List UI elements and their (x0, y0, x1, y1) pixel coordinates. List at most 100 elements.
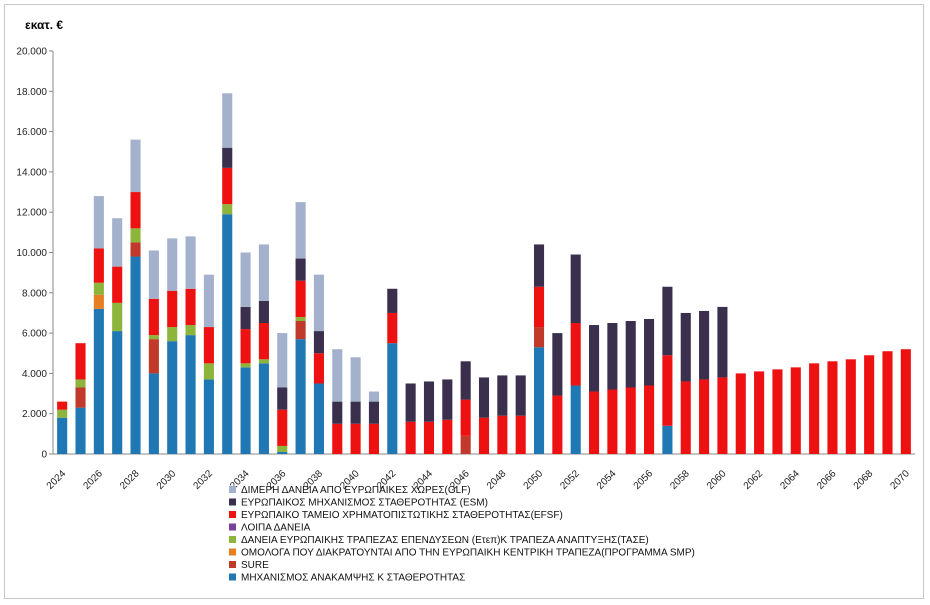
bar-segment (112, 218, 123, 267)
legend-swatch (229, 486, 236, 493)
bar-segment (423, 381, 435, 422)
bar-segment (148, 339, 159, 374)
bar-segment (130, 139, 141, 193)
y-tick-label: 0 (41, 450, 47, 461)
bar-segment (185, 288, 196, 326)
bar-segment (295, 316, 306, 322)
bar-segment (240, 306, 251, 330)
bar-segment (313, 331, 324, 354)
bar-segment (662, 425, 673, 454)
bar-segment (442, 379, 453, 420)
bar-segment (533, 244, 545, 287)
bar-segment (277, 333, 288, 388)
bar-segment (130, 256, 141, 454)
bar-segment (93, 294, 104, 309)
bar-segment (258, 359, 269, 364)
legend-swatch (229, 561, 236, 568)
legend-swatch (229, 536, 236, 543)
x-tick-label: 2032 (192, 468, 216, 492)
bar-segment (533, 286, 545, 328)
bar-segment (75, 379, 86, 388)
bar-segment (460, 435, 471, 454)
bar-segment (203, 379, 214, 454)
x-tick-label: 2070 (888, 468, 912, 492)
bar-segment (772, 369, 783, 454)
bar-segment (478, 377, 490, 418)
bar-segment (277, 451, 288, 454)
x-tick-label: 2068 (852, 468, 876, 492)
x-tick-label: 2060 (705, 468, 729, 492)
legend: ΔΙΜΕΡΗ ΔΑΝΕΙΑ ΑΠΟ ΕΥΡΩΠΑΙΚΕΣ ΧΩΡΕΣ(GLF) Ε… (229, 485, 695, 584)
bar-segment (57, 417, 68, 454)
bar-segment (864, 355, 875, 454)
bar-segment (717, 306, 728, 378)
stacked-bar-chart: εκατ. € 0 2.000 4.000 6.000 8.000 10.000 12.00… (16, 18, 915, 584)
x-tick-label: 2054 (595, 468, 619, 492)
bar-segment (295, 321, 306, 340)
bar-segment (240, 252, 251, 307)
bar-segment (295, 258, 306, 281)
y-tick-label: 6.000 (22, 329, 47, 340)
bar-segment (368, 423, 379, 454)
bar-segment (167, 290, 178, 328)
bar-segment (882, 351, 893, 454)
y-tick-label: 2.000 (22, 409, 47, 420)
bar-segment (203, 327, 214, 364)
bar-segment (515, 415, 526, 454)
bar-segment (368, 391, 379, 402)
bar-segment (130, 242, 141, 257)
bar-segment (295, 280, 306, 317)
bar-segment (387, 343, 398, 454)
bar-segment (570, 254, 581, 324)
chart-frame: εκατ. € 0 2.000 4.000 6.000 8.000 10.000 12.00… (4, 4, 924, 599)
x-tick-label: 2062 (742, 468, 766, 492)
x-tick-label: 2030 (155, 468, 179, 492)
bar-segment (313, 353, 324, 384)
bar-segment (368, 401, 379, 424)
bar-segment (350, 423, 361, 454)
bar-segment (222, 93, 233, 148)
bar-segment (827, 361, 838, 454)
bar-segment (112, 331, 123, 454)
bar-segment (478, 417, 490, 454)
x-tick-label: 2026 (81, 468, 105, 492)
y-tick-label: 16.000 (16, 127, 47, 138)
bar-segment (313, 274, 324, 332)
bar-segment (790, 367, 801, 454)
bar-segment (607, 323, 618, 390)
legend-label: ΔΙΜΕΡΗ ΔΑΝΕΙΑ ΑΠΟ ΕΥΡΩΠΑΙΚΕΣ ΧΩΡΕΣ(GLF) (241, 485, 471, 496)
bar-segment (900, 349, 911, 454)
bar-segment (845, 359, 856, 454)
bar-segment (423, 421, 435, 454)
legend-swatch (229, 573, 236, 581)
bar-segment (93, 196, 104, 249)
bar-segment (589, 325, 600, 392)
bar-segment (350, 401, 361, 424)
bar-segment (258, 300, 269, 324)
bar-segment (809, 363, 820, 454)
legend-label: ΜΗΧΑΝΙΣΜΟΣ ΑΝΑΚΑΜΨΗΣ Κ ΣΤΑΘΕΡΟΤΗΤΑΣ (241, 573, 465, 584)
bar-segment (167, 341, 178, 454)
y-tick-label: 20.000 (16, 47, 47, 58)
bar-segment (75, 387, 86, 408)
y-tick-label: 18.000 (16, 87, 47, 98)
bar-segment (533, 347, 545, 454)
bar-segment (277, 409, 288, 446)
bar-segment (625, 387, 636, 454)
bar-segment (258, 323, 269, 360)
bar-segment (644, 385, 655, 454)
bar-segment (735, 373, 746, 454)
bar-segment (148, 335, 159, 340)
bar-segment (185, 325, 196, 336)
bar-segment (112, 302, 123, 332)
legend-swatch (229, 511, 236, 518)
bar-segment (203, 274, 214, 328)
bar-segment (699, 310, 710, 380)
bar-segment (332, 349, 343, 402)
bar-segment (405, 383, 416, 422)
bar-segment (533, 327, 545, 348)
bar-segment (75, 343, 86, 380)
bar-segment (350, 357, 361, 402)
bar-segment (222, 214, 233, 454)
legend-label: ΔΑΝΕΙΑ ΕΥΡΩΠΑΙΚΗΣ ΤΡΑΠΕΖΑΣ ΕΠΕΝΔΥΣΕΩΝ (Ε… (241, 535, 649, 546)
